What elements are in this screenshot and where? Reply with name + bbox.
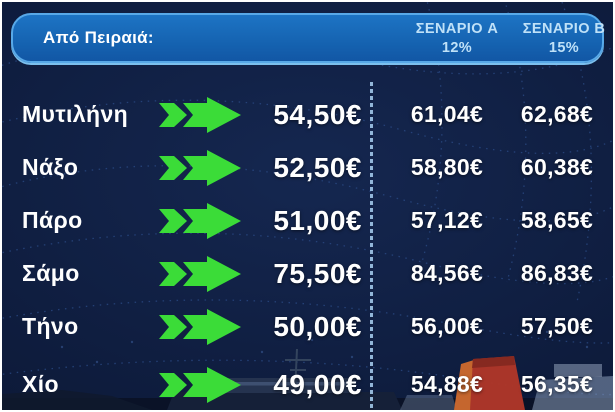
destination-label: Μυτιλήνη (22, 101, 129, 127)
origin-label: Από Πειραιά: (43, 28, 154, 47)
destination-label: Πάρο (22, 207, 83, 233)
scenario-a-header: ΣΕΝΑΡΙΟ A 12% (391, 18, 523, 60)
ships-photo (2, 348, 613, 410)
destination-label: Χίο (22, 371, 59, 397)
scenario-b-price: 86,83€ (520, 260, 594, 286)
base-price: 49,00€ (273, 368, 362, 400)
table-row: Πάρο 51,00€ 57,12€ 58,65€ (2, 194, 613, 247)
table-row: Σάμο 75,50€ 84,56€ 86,83€ (2, 247, 613, 300)
scenario-a-label: ΣΕΝΑΡΙΟ A (415, 21, 499, 38)
scenario-b-header: ΣΕΝΑΡΙΟ B 15% (503, 18, 613, 60)
scenario-b-price: 56,35€ (520, 371, 594, 397)
scenario-a-price: 56,00€ (410, 313, 484, 339)
table-row: Νάξο 52,50€ 58,80€ 60,38€ (2, 141, 613, 194)
destination-label: Νάξο (22, 154, 79, 180)
base-price: 54,50€ (273, 98, 362, 130)
table-row: Χίο 49,00€ 54,88€ 56,35€ (2, 358, 613, 410)
double-chevron-arrow-icon (157, 308, 252, 345)
destination-label: Τήνο (22, 313, 79, 339)
destination-label: Σάμο (22, 260, 80, 286)
double-chevron-arrow-icon (157, 202, 252, 239)
scenario-a-price: 58,80€ (410, 154, 484, 180)
base-price: 50,00€ (273, 310, 362, 342)
table-row: Τήνο 50,00€ 56,00€ 57,50€ (2, 300, 613, 353)
double-chevron-arrow-icon (157, 149, 252, 186)
scenario-a-price: 84,56€ (410, 260, 484, 286)
scenario-a-rate: 12% (441, 40, 473, 56)
price-table: Μυτιλήνη 54,50€ 61,04€ 62,68€ Νάξο 52,50… (2, 88, 613, 410)
base-price: 52,50€ (273, 151, 362, 183)
base-price: 51,00€ (273, 204, 362, 236)
scenario-b-price: 58,65€ (520, 207, 594, 233)
scenario-b-price: 60,38€ (520, 154, 594, 180)
column-separator (370, 82, 373, 410)
scenario-b-rate: 15% (548, 40, 580, 56)
double-chevron-arrow-icon (157, 366, 252, 403)
scenario-b-price: 62,68€ (520, 101, 594, 127)
table-row: Μυτιλήνη 54,50€ 61,04€ 62,68€ (2, 88, 613, 141)
double-chevron-arrow-icon (157, 96, 252, 133)
scenario-a-price: 57,12€ (410, 207, 484, 233)
double-chevron-arrow-icon (157, 255, 252, 292)
scenario-a-price: 54,88€ (410, 371, 484, 397)
base-price: 75,50€ (273, 257, 362, 289)
header-bar: Από Πειραιά: ΣΕΝΑΡΙΟ A 12% ΣΕΝΑΡΙΟ B 15% (11, 13, 605, 63)
scenario-a-price: 61,04€ (410, 101, 484, 127)
scenario-b-label: ΣΕΝΑΡΙΟ B (522, 21, 606, 38)
scenario-b-price: 57,50€ (520, 313, 594, 339)
